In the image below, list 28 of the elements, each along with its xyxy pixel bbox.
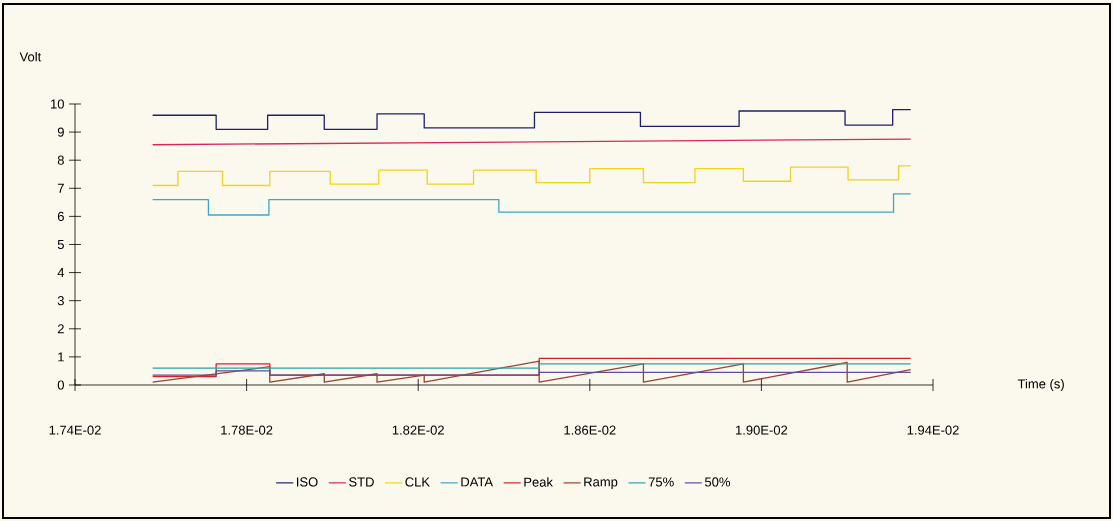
- legend-label: Ramp: [584, 477, 618, 490]
- x-tick-label: 1.74E-02: [49, 425, 101, 435]
- x-axis-title: Time (s): [1017, 378, 1064, 392]
- y-tick-label: 2: [57, 324, 64, 334]
- x-tick-label: 1.94E-02: [907, 425, 959, 435]
- legend-label: CLK: [405, 477, 430, 487]
- legend-label: STD: [349, 477, 374, 487]
- x-tick-label: 1.90E-02: [736, 425, 788, 435]
- y-axis-title: Volt: [19, 51, 42, 62]
- y-tick-label: 0: [57, 380, 64, 390]
- x-tick-label: 1.82E-02: [392, 425, 444, 435]
- x-tick-label: 1.78E-02: [221, 425, 273, 435]
- y-tick-label: 4: [57, 268, 65, 278]
- legend-label: DATA: [461, 477, 494, 487]
- legend-label: Peak: [524, 477, 553, 487]
- y-tick-label: 1: [58, 352, 64, 362]
- y-tick-label: 5: [57, 239, 64, 250]
- line-series: [152, 360, 912, 383]
- legend-label: 75%: [648, 477, 674, 487]
- x-tick-label: 1.86E-02: [564, 425, 616, 435]
- y-tick-label: 9: [57, 127, 64, 137]
- y-tick-label: 8: [57, 155, 64, 165]
- legend-label: ISO: [297, 477, 318, 487]
- legend-label: 50%: [704, 477, 731, 487]
- y-tick-label: 7: [57, 183, 64, 193]
- y-tick-label: 3: [57, 296, 64, 306]
- y-tick-label: 10: [51, 99, 64, 109]
- y-tick-label: 6: [57, 211, 64, 221]
